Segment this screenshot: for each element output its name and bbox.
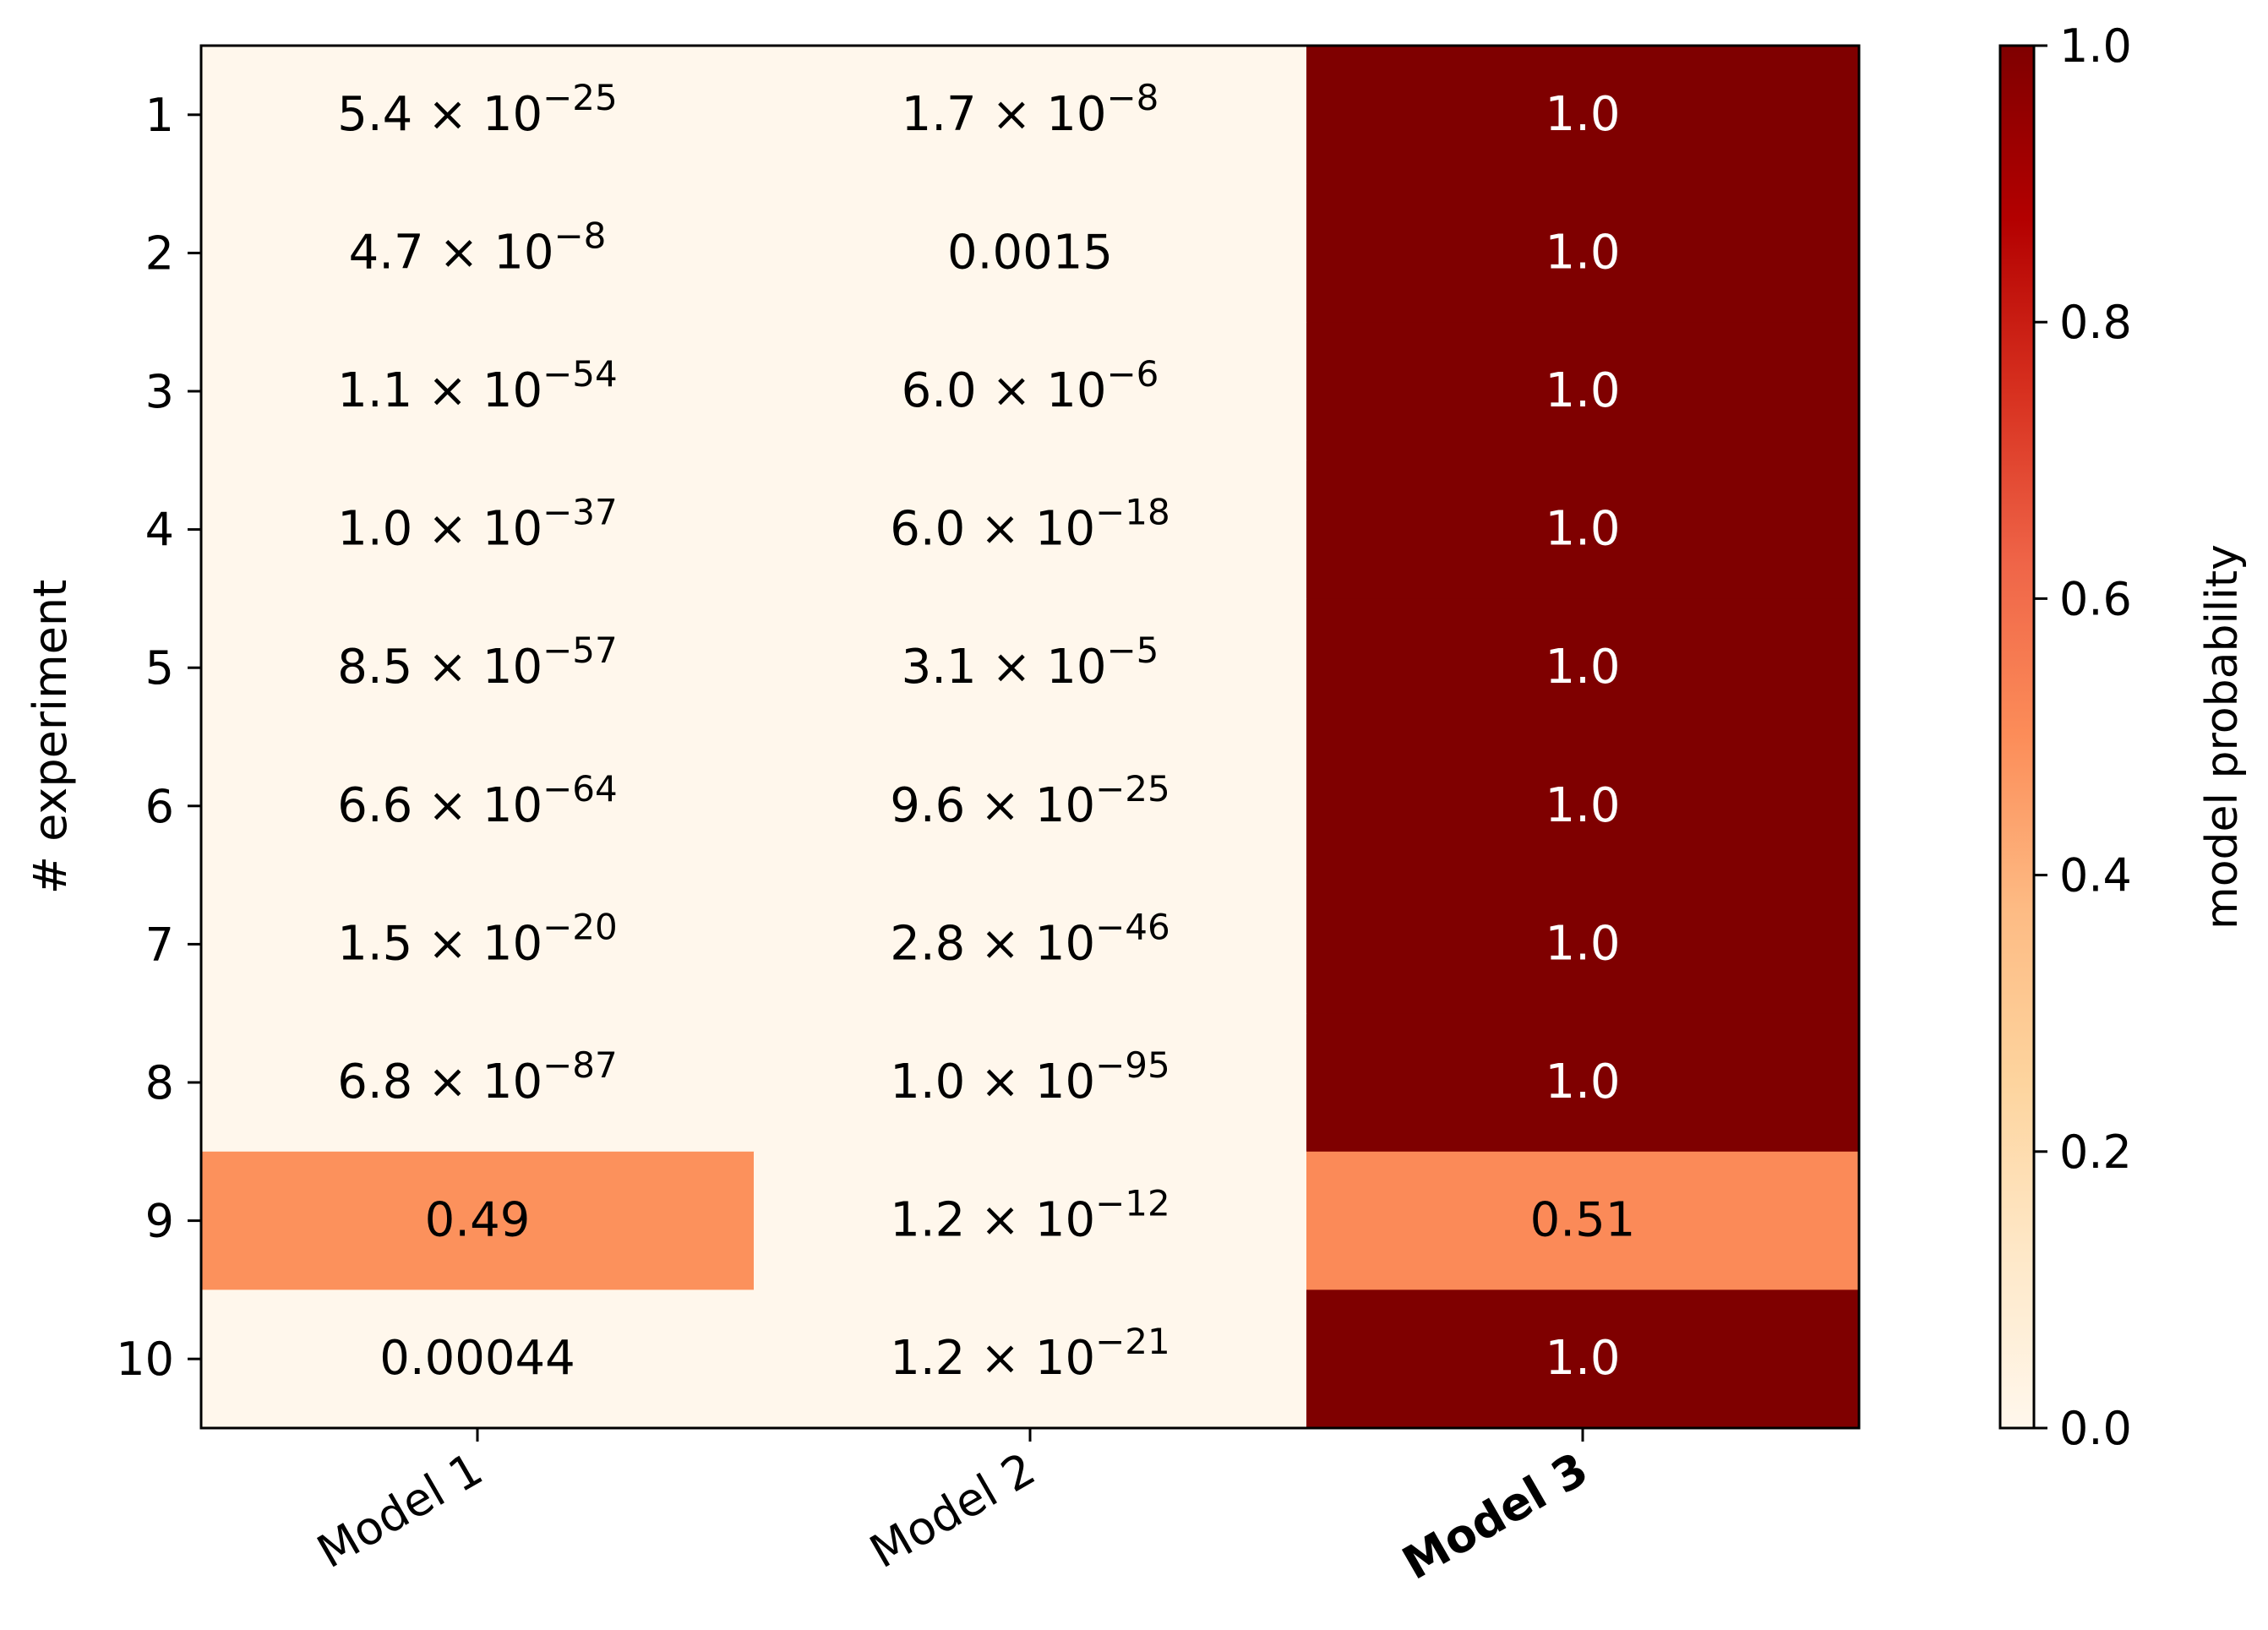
cell-value-label: 0.49 [425,1193,531,1248]
heatmap-cell [754,598,1307,738]
heatmap-cell [201,460,755,599]
y-tick-label: 3 [145,365,174,418]
cell-value-label: 4.7 × 10−8 [349,215,607,280]
heatmap-cell [201,875,755,1014]
cell-value-label: 3.1 × 10−5 [902,630,1159,695]
colorbar-label: model probability [2197,544,2248,929]
colorbar-frame [1998,44,2036,1430]
heatmap-cell [754,875,1307,1014]
cell-value-label: 1.2 × 10−21 [890,1321,1169,1386]
colorbar-tick-label: 0.2 [2059,1126,2132,1179]
heatmap-cell [201,183,755,323]
cell-value-label: 1.0 [1545,1331,1620,1386]
cell-value-label: 0.51 [1530,1193,1636,1248]
colorbar-tick-label: 0.6 [2059,572,2132,625]
cell-value-label: 1.0 × 10−95 [890,1044,1169,1109]
heatmap-cell [754,1151,1307,1290]
colorbar-gradient [2000,46,2034,1428]
heatmap-cell [1306,1013,1860,1153]
colorbar-tick-label: 0.8 [2059,296,2132,349]
cell-value-label: 6.0 × 10−6 [902,353,1159,418]
cell-value-label: 0.0015 [947,225,1113,280]
y-tick-label: 6 [145,780,174,833]
cell-value-label: 6.6 × 10−64 [337,768,617,833]
heatmap-cell [201,1289,755,1429]
cell-value-label: 1.0 [1545,87,1620,142]
heatmap-cell [754,1289,1307,1429]
heatmap-cell [1306,183,1860,323]
heatmap-cell [201,1013,755,1153]
y-tick-label: 8 [145,1056,174,1109]
heatmap-cell-labels: 5.4 × 10−25 1.7 × 10−8 1.0 4.7 × 10−8 0.0015… [337,77,1635,1386]
heatmap-cell [754,183,1307,323]
cell-value-label: 5.4 × 10−25 [337,77,617,142]
heatmap-cell [754,46,1307,185]
cell-value-label: 1.2 × 10−12 [890,1183,1169,1248]
cell-value-label: 2.8 × 10−46 [890,906,1169,971]
cell-value-label: 6.8 × 10−87 [337,1044,617,1109]
heatmap-cell [754,322,1307,461]
colorbar-tick-label: 0.4 [2059,849,2132,902]
cell-value-label: 1.0 [1545,502,1620,557]
cell-value-label: 8.5 × 10−57 [337,630,617,695]
colorbar: 0.0 0.2 0.4 0.6 0.8 1.0 model probability [1998,19,2248,1455]
cell-value-label: 0.00044 [379,1331,575,1386]
heatmap-cell [754,1013,1307,1153]
colorbar-tick-label: 1.0 [2059,19,2132,73]
heatmap-cell [1306,1151,1860,1290]
cell-value-label: 1.1 × 10−54 [337,353,617,418]
heatmap-cell [1306,875,1860,1014]
heatmap-cell [1306,460,1860,599]
heatmap-cell [754,737,1307,876]
y-tick-label: 5 [145,641,174,695]
cell-value-label: 1.5 × 10−20 [337,906,617,971]
cell-value-label: 9.6 × 10−25 [890,768,1169,833]
cell-value-label: 1.0 [1545,363,1620,418]
cell-value-label: 1.0 [1545,1055,1620,1109]
y-tick-label: 2 [145,226,174,280]
heatmap-cell [1306,1289,1860,1429]
heatmap-cell [1306,322,1860,461]
heatmap-cell [201,1151,755,1290]
heatmap-cell [1306,737,1860,876]
y-tick-label: 7 [145,918,174,971]
cell-value-label: 1.0 [1545,225,1620,280]
heatmap-cell [1306,598,1860,738]
colorbar-tick-label: 0.0 [2059,1402,2132,1455]
cell-value-label: 1.0 [1545,640,1620,695]
heatmap-cell [1306,46,1860,185]
cell-value-label: 6.0 × 10−18 [890,492,1169,557]
heatmap-cell [201,322,755,461]
y-axis: 1 2 3 4 5 6 7 8 9 10 [116,89,201,1386]
cell-value-label: 1.0 [1545,916,1620,971]
cell-value-label: 1.0 × 10−37 [337,492,617,557]
y-tick-label: 9 [145,1195,174,1248]
heatmap-cell [201,598,755,738]
colorbar-ticks: 0.0 0.2 0.4 0.6 0.8 1.0 [2034,19,2132,1455]
y-tick-label: 10 [116,1333,174,1386]
y-axis-label: # experiment [24,580,77,895]
cell-value-label: 1.7 × 10−8 [902,77,1159,142]
heatmap-cell [754,460,1307,599]
heatmap-cells [201,46,1860,1429]
y-tick-label: 1 [145,89,174,142]
heatmap-cell [201,46,755,185]
heatmap-cell [201,737,755,876]
cell-value-label: 1.0 [1545,778,1620,833]
y-tick-label: 4 [145,504,174,557]
